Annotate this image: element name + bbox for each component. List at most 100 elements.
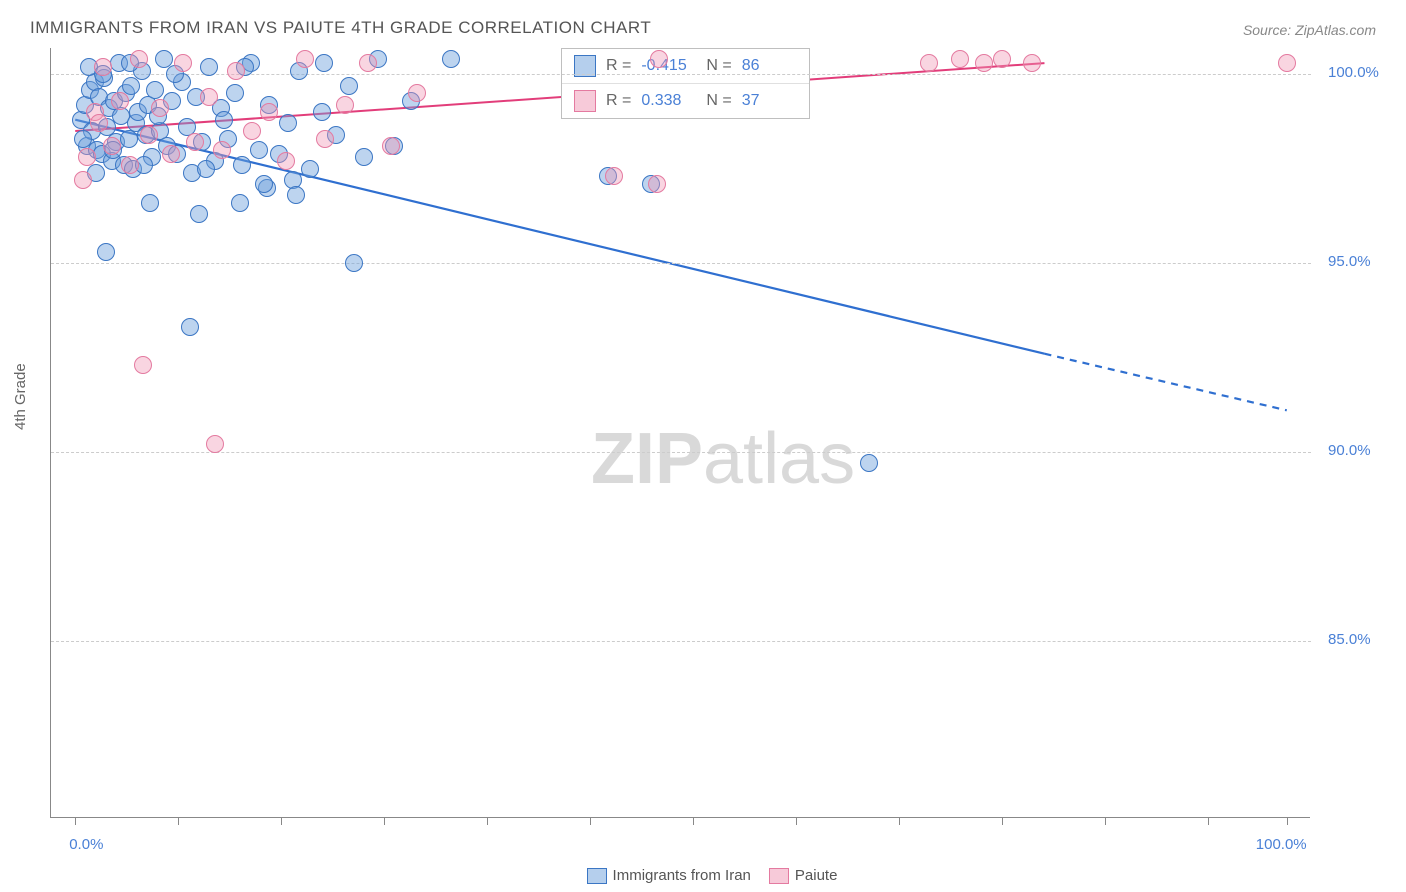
x-tick-label: 0.0% [69, 836, 103, 853]
r-label: R = [606, 92, 631, 110]
data-point [336, 96, 354, 114]
data-point [231, 194, 249, 212]
x-tick [796, 817, 797, 825]
data-point [206, 435, 224, 453]
gridline [51, 452, 1311, 453]
data-point [1023, 54, 1041, 72]
data-point [197, 160, 215, 178]
data-point [243, 122, 261, 140]
data-point [650, 50, 668, 68]
data-point [382, 137, 400, 155]
data-point [993, 50, 1011, 68]
y-tick-label: 90.0% [1328, 442, 1371, 459]
data-point [227, 62, 245, 80]
gridline [51, 641, 1311, 642]
legend-label: Immigrants from Iran [613, 867, 751, 884]
x-tick [1105, 817, 1106, 825]
n-value: 37 [742, 92, 797, 110]
data-point [215, 111, 233, 129]
data-point [951, 50, 969, 68]
y-axis-label: 4th Grade [12, 363, 29, 430]
legend: Immigrants from Iran Paiute [0, 867, 1406, 884]
data-point [190, 205, 208, 223]
data-point [140, 126, 158, 144]
data-point [122, 77, 140, 95]
source-attribution: Source: ZipAtlas.com [1243, 22, 1376, 38]
x-tick [75, 817, 76, 825]
data-point [200, 88, 218, 106]
data-point [141, 194, 159, 212]
data-point [162, 145, 180, 163]
data-point [301, 160, 319, 178]
data-point [151, 99, 169, 117]
data-point [648, 175, 666, 193]
data-point [277, 152, 295, 170]
data-point [130, 50, 148, 68]
legend-swatch [769, 868, 789, 884]
data-point [250, 141, 268, 159]
data-point [74, 171, 92, 189]
x-tick [384, 817, 385, 825]
data-point [316, 130, 334, 148]
trend-line-extrapolated [1044, 354, 1286, 411]
data-point [279, 114, 297, 132]
x-tick [693, 817, 694, 825]
data-point [287, 186, 305, 204]
watermark: ZIPatlas [591, 418, 855, 500]
x-tick [590, 817, 591, 825]
data-point [146, 81, 164, 99]
data-point [181, 318, 199, 336]
data-point [313, 103, 331, 121]
y-tick-label: 100.0% [1328, 64, 1379, 81]
data-point [90, 114, 108, 132]
y-tick-label: 95.0% [1328, 253, 1371, 270]
data-point [121, 156, 139, 174]
stats-row: R =-0.415N =86 [562, 49, 809, 83]
data-point [186, 133, 204, 151]
correlation-stats-box: R =-0.415N =86 R = 0.338 N = 37 [561, 48, 810, 119]
data-point [442, 50, 460, 68]
data-point [920, 54, 938, 72]
data-point [94, 58, 112, 76]
x-tick [281, 817, 282, 825]
chart-title: IMMIGRANTS FROM IRAN VS PAIUTE 4TH GRADE… [30, 18, 651, 38]
legend-swatch [574, 90, 596, 112]
data-point [359, 54, 377, 72]
x-tick [1287, 817, 1288, 825]
x-tick [487, 817, 488, 825]
data-point [174, 54, 192, 72]
watermark-light: atlas [703, 419, 855, 499]
gridline [51, 263, 1311, 264]
data-point [233, 156, 251, 174]
data-point [296, 50, 314, 68]
data-point [260, 103, 278, 121]
r-value: 0.338 [641, 92, 696, 110]
data-point [78, 148, 96, 166]
scatter-plot-area: ZIPatlas R =-0.415N =86 R = 0.338 N = 37 [50, 48, 1310, 818]
data-point [74, 130, 92, 148]
data-point [345, 254, 363, 272]
legend-swatch [587, 868, 607, 884]
y-tick-label: 85.0% [1328, 631, 1371, 648]
data-point [226, 84, 244, 102]
n-label: N = [706, 57, 731, 75]
data-point [213, 141, 231, 159]
n-label: N = [706, 92, 731, 110]
data-point [605, 167, 623, 185]
x-tick [178, 817, 179, 825]
x-tick [899, 817, 900, 825]
data-point [975, 54, 993, 72]
data-point [255, 175, 273, 193]
stats-row: R = 0.338 N = 37 [562, 83, 809, 118]
data-point [315, 54, 333, 72]
data-point [111, 92, 129, 110]
data-point [860, 454, 878, 472]
x-tick [1208, 817, 1209, 825]
data-point [355, 148, 373, 166]
x-tick [1002, 817, 1003, 825]
data-point [1278, 54, 1296, 72]
legend-label: Paiute [795, 867, 838, 884]
data-point [340, 77, 358, 95]
data-point [200, 58, 218, 76]
data-point [134, 356, 152, 374]
